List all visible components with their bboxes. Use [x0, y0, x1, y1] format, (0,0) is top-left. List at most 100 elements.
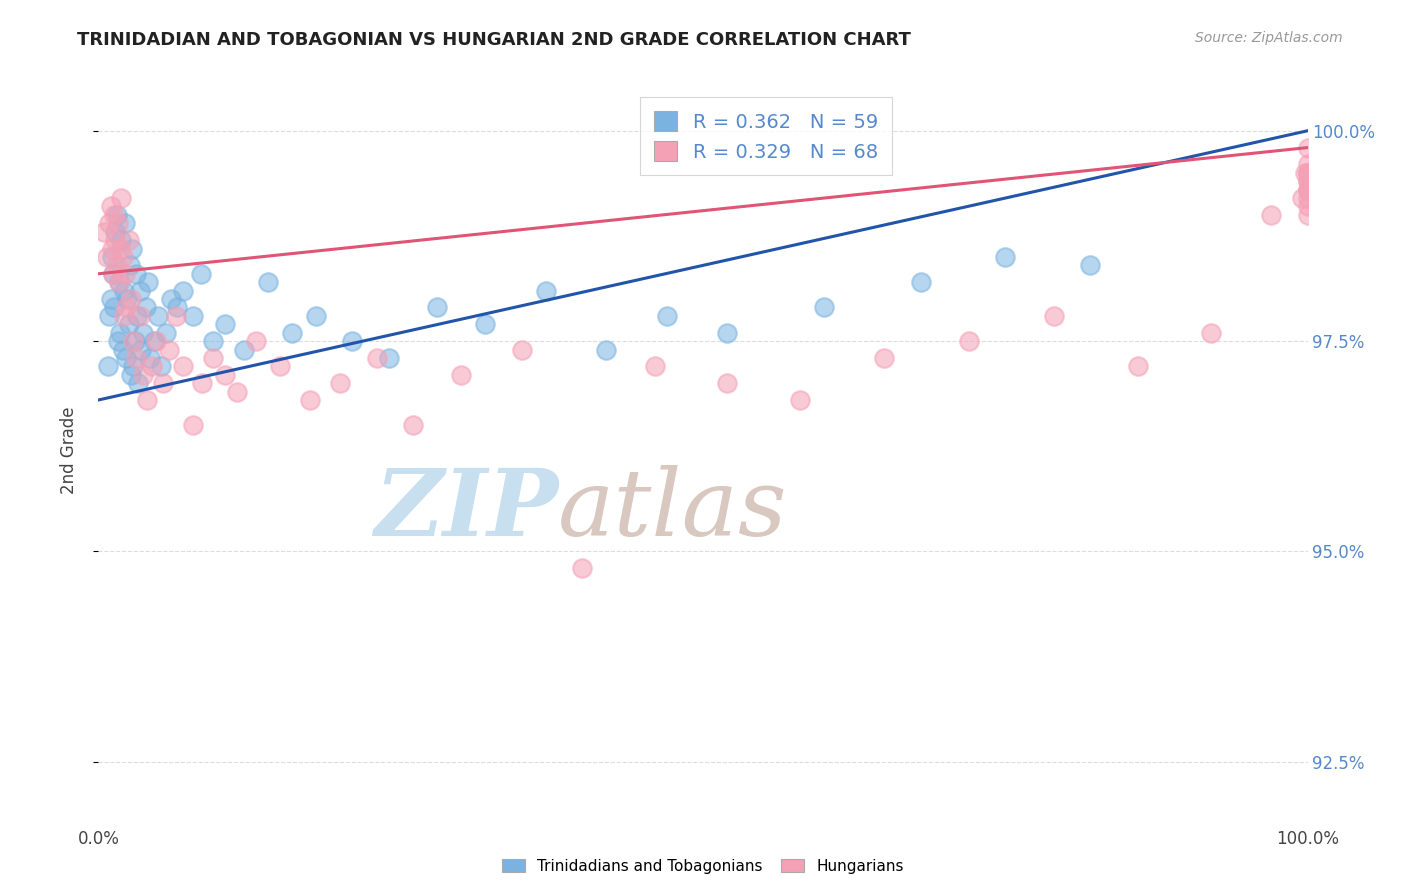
Point — [1296, 174, 1319, 188]
Point — [93, 225, 115, 239]
Point — [342, 334, 364, 348]
Point — [128, 284, 150, 298]
Point — [122, 334, 145, 348]
Point — [245, 334, 267, 348]
Point — [202, 334, 225, 348]
Point — [127, 309, 149, 323]
Point — [145, 334, 167, 348]
Point — [104, 225, 127, 239]
Text: TRINIDADIAN AND TOBAGONIAN VS HUNGARIAN 2ND GRADE CORRELATION CHART: TRINIDADIAN AND TOBAGONIAN VS HUNGARIAN … — [77, 31, 911, 49]
Point — [127, 376, 149, 391]
Point — [118, 318, 141, 332]
Point — [366, 351, 388, 365]
Point — [299, 392, 322, 407]
Point — [108, 242, 131, 256]
Point — [202, 351, 225, 365]
Point — [1260, 208, 1282, 222]
Point — [214, 368, 236, 382]
Point — [214, 318, 236, 332]
Point — [125, 351, 148, 365]
Point — [112, 309, 135, 323]
Point — [1128, 359, 1150, 374]
Point — [132, 368, 155, 382]
Text: atlas: atlas — [558, 465, 787, 555]
Point — [103, 301, 125, 315]
Point — [329, 376, 352, 391]
Point — [107, 334, 129, 348]
Point — [1199, 326, 1222, 340]
Point — [256, 275, 278, 289]
Point — [191, 376, 214, 391]
Point — [269, 359, 291, 374]
Point — [571, 561, 593, 575]
Point — [1296, 140, 1319, 154]
Point — [115, 351, 138, 365]
Point — [129, 343, 152, 357]
Point — [110, 191, 132, 205]
Point — [1296, 166, 1319, 180]
Point — [716, 376, 738, 391]
Point — [141, 359, 163, 374]
Point — [281, 326, 304, 340]
Point — [112, 284, 135, 298]
Point — [115, 301, 138, 315]
Legend: R = 0.362   N = 59, R = 0.329   N = 68: R = 0.362 N = 59, R = 0.329 N = 68 — [640, 97, 891, 176]
Point — [595, 343, 617, 357]
Point — [450, 368, 472, 382]
Point — [716, 326, 738, 340]
Point — [146, 309, 169, 323]
Point — [160, 292, 183, 306]
Point — [136, 275, 159, 289]
Text: ZIP: ZIP — [374, 465, 558, 555]
Point — [114, 216, 136, 230]
Point — [644, 359, 666, 374]
Point — [402, 418, 425, 433]
Point — [534, 284, 557, 298]
Point — [120, 292, 142, 306]
Point — [98, 216, 121, 230]
Point — [1296, 191, 1319, 205]
Point — [157, 343, 180, 357]
Point — [181, 309, 204, 323]
Point — [124, 334, 146, 348]
Point — [190, 267, 212, 281]
Point — [152, 376, 174, 391]
Point — [181, 418, 204, 433]
Point — [1296, 199, 1319, 213]
Point — [104, 233, 127, 247]
Point — [510, 343, 533, 357]
Point — [117, 292, 139, 306]
Point — [120, 368, 142, 382]
Point — [377, 351, 399, 365]
Point — [1296, 183, 1319, 197]
Point — [232, 343, 254, 357]
Point — [135, 301, 157, 315]
Point — [1296, 166, 1319, 180]
Point — [166, 301, 188, 315]
Point — [873, 351, 896, 365]
Point — [98, 309, 121, 323]
Point — [108, 326, 131, 340]
Point — [1291, 191, 1313, 205]
Point — [118, 233, 141, 247]
Point — [100, 292, 122, 306]
Point — [122, 359, 145, 374]
Point — [1296, 183, 1319, 197]
Point — [101, 267, 124, 281]
Point — [135, 392, 157, 407]
Point — [1296, 183, 1319, 197]
Point — [1296, 157, 1319, 171]
Point — [789, 392, 811, 407]
Point — [910, 275, 932, 289]
Point — [957, 334, 980, 348]
Point — [1042, 309, 1064, 323]
Point — [1296, 174, 1319, 188]
Point — [121, 242, 143, 256]
Point — [105, 208, 128, 222]
Point — [114, 267, 136, 281]
Point — [100, 242, 122, 256]
Point — [108, 275, 131, 289]
Point — [1078, 258, 1101, 272]
Point — [108, 275, 131, 289]
Point — [111, 343, 134, 357]
